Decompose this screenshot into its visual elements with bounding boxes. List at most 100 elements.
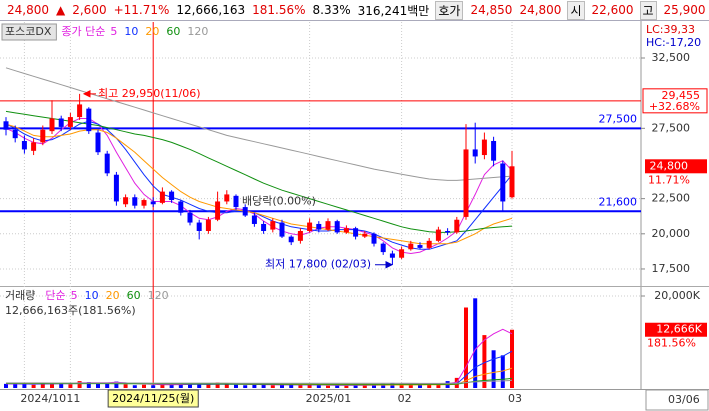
candle-body: [343, 228, 349, 233]
candle-body: [224, 194, 230, 202]
candle-body: [371, 233, 377, 244]
legend-title: 포스코DX: [5, 25, 52, 38]
volume-bar: [22, 383, 27, 388]
y-tick-label: 22,500: [652, 192, 691, 205]
annotation: 배당락(0.00%): [242, 194, 316, 207]
legend-entry: 60: [127, 289, 141, 302]
candle-body: [132, 197, 138, 206]
volume-bar: [96, 382, 100, 388]
volume-bar: [59, 383, 64, 388]
annotation: 최저 17,800 (02/03): [265, 258, 371, 271]
y-tick-label: 20,000K: [654, 289, 700, 302]
volume-bar: [50, 382, 54, 388]
current-change: 11.71%: [648, 173, 690, 186]
volume-bar: [408, 384, 413, 388]
candle-body: [500, 163, 506, 202]
candle-body: [389, 253, 395, 258]
crosshair-x-label: 2024/11/25(월): [112, 392, 194, 405]
plot-bg: [0, 21, 641, 389]
candle-body: [316, 223, 322, 230]
volume-bar: [142, 384, 146, 388]
candle-body: [113, 174, 119, 202]
crosshair-x-box: [107, 389, 199, 408]
quote-bar: 24,800 ▲ 2,600 +11.71% 12,666,163 181.56% 8.33…: [0, 0, 709, 21]
volume-bar: [252, 384, 257, 388]
candle-body: [242, 207, 248, 216]
candle-body: [196, 222, 202, 231]
quote-value: 24,800: [519, 3, 562, 17]
level-label: 27,500: [599, 112, 638, 125]
candle-body: [288, 236, 294, 243]
volume-bar: [353, 384, 358, 388]
volume-bar: [132, 385, 137, 388]
lc-label: LC:39,33: [646, 23, 695, 36]
last-date: 03/06: [668, 393, 700, 406]
volume-bar: [31, 384, 36, 388]
volume-bar: [151, 385, 156, 388]
volume-bar: [473, 298, 478, 388]
candle-body: [472, 149, 478, 157]
volume-bar: [270, 385, 275, 388]
current-volume-change: 181.56%: [647, 337, 696, 350]
volume-bar: [160, 383, 165, 388]
candle-body: [159, 191, 165, 203]
volume-bar: [68, 384, 73, 388]
x-tick-label: 2024/10: [20, 392, 66, 405]
candle-body: [21, 140, 27, 150]
volume-bar: [178, 384, 183, 388]
quote-field-label: 호가: [435, 0, 464, 20]
volume-bar: [362, 385, 367, 388]
volume-bar: [224, 383, 229, 388]
volume-subtitle: 12,666,163주(181.56%): [5, 304, 136, 317]
current-price-box: [645, 159, 707, 174]
volume-bar: [316, 385, 321, 388]
candle-body: [353, 228, 359, 237]
candle-body: [463, 149, 469, 217]
volume-bar: [197, 383, 202, 388]
volume-bar: [482, 335, 487, 388]
volume-bar: [234, 384, 238, 388]
crosshair-y-box: [642, 88, 708, 114]
quote-field-label: 고: [639, 0, 657, 20]
crosshair-y-change: +32.68%: [649, 100, 700, 113]
volume-bar: [510, 329, 514, 388]
volume-bar: [491, 350, 496, 388]
quote-field-label: 시: [567, 0, 585, 20]
candle-body: [408, 243, 414, 250]
candle-body: [362, 233, 368, 237]
volume-bar: [344, 385, 349, 388]
x-tick-label: 11: [66, 392, 80, 405]
current-price: 24,800: [650, 159, 689, 172]
volume-bar: [206, 384, 211, 388]
quote-value: +11.71%: [113, 3, 170, 17]
candle-body: [104, 153, 110, 174]
quote-value: 24,850: [470, 3, 513, 17]
candle-body: [297, 230, 303, 241]
volume-bar: [280, 384, 284, 388]
annotation: 최고 29,950(11/06): [98, 87, 201, 100]
x-tick-label: 03: [508, 392, 522, 405]
annotation-arrow: [375, 260, 394, 269]
hc-label: HC:-17,20: [646, 36, 701, 49]
volume-bar: [243, 385, 248, 388]
candle-body: [95, 132, 101, 153]
quote-value: 12,666,163: [176, 3, 246, 17]
quote-value: 22,600: [591, 3, 634, 17]
candle-body: [3, 121, 9, 130]
quote-value: 25,900: [663, 3, 706, 17]
volume-bar: [77, 381, 82, 388]
candle-body: [233, 195, 239, 208]
volume-bar: [372, 384, 376, 388]
quote-value: 2,600: [72, 3, 107, 17]
candle-body: [279, 222, 285, 237]
y-tick-label: 32,500: [652, 51, 691, 64]
candle-body: [270, 221, 276, 230]
candle-body: [12, 129, 18, 139]
candle-body: [31, 142, 37, 151]
candle-body: [481, 139, 487, 156]
volume-bar: [464, 307, 468, 388]
annotation-arrow: [82, 90, 96, 98]
current-volume: 12,666K: [656, 323, 702, 336]
